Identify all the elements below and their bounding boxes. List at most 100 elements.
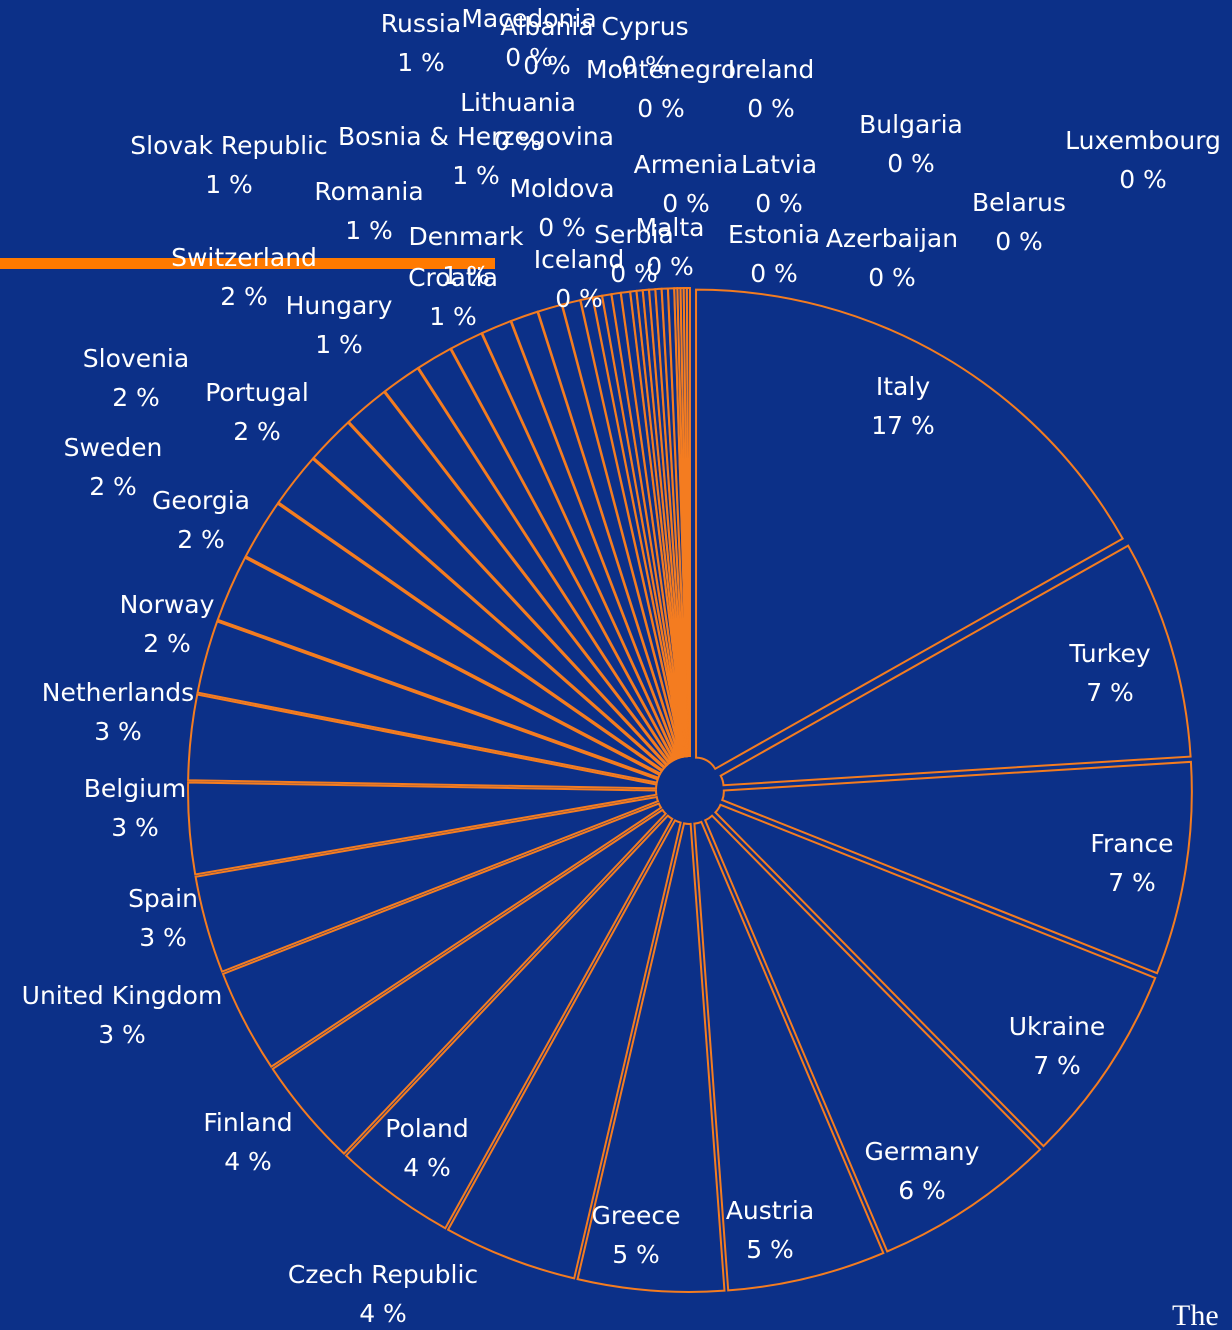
pie-slice	[344, 814, 674, 1230]
slice-label: Turkey	[1068, 639, 1151, 668]
slice-label: Greece	[592, 1201, 681, 1230]
slice-value-label: 7 %	[1086, 678, 1134, 707]
slice-value-label: 0 %	[750, 259, 798, 288]
slice-label: Bulgaria	[859, 110, 963, 139]
slice-value-label: 2 %	[89, 472, 137, 501]
slice-label: Croatia	[408, 263, 498, 292]
pie-slice	[244, 502, 664, 775]
labels: Italy 17 % Turkey 7 % France 7 % Ukraine 7 % Ger…	[22, 4, 1221, 1328]
slices	[187, 286, 1193, 1293]
slice-value-label: 2 %	[220, 282, 268, 311]
slice-label: Cyprus	[601, 12, 688, 41]
pie-slice	[576, 822, 726, 1293]
slice-value-label: 0 %	[1119, 165, 1167, 194]
slice-label: Serbia	[594, 220, 674, 249]
slice-label: Hungary	[286, 291, 393, 320]
slice-value-label: 3 %	[94, 717, 142, 746]
slice-label: Portugal	[205, 378, 309, 407]
pie-slice	[446, 819, 682, 1280]
slice-label: Ireland	[728, 55, 814, 84]
slice-label: Ukraine	[1009, 1012, 1106, 1041]
slice-label: Malta	[636, 213, 705, 242]
slice-label: Slovenia	[83, 344, 189, 373]
pie-slice	[196, 620, 660, 784]
slice-value-label: 17 %	[871, 411, 935, 440]
pie-slice	[685, 286, 691, 758]
slice-label: Romania	[314, 177, 423, 206]
pie-slice	[221, 802, 663, 1069]
slice-label: Czech Republic	[288, 1260, 478, 1289]
pie-slice	[271, 808, 668, 1156]
slice-value-label: 1 %	[442, 261, 490, 290]
footer-text: The	[1172, 1299, 1219, 1330]
slice-value-label: 0 %	[494, 127, 542, 156]
slice-label: Latvia	[741, 150, 817, 179]
slice-label: Albania	[500, 12, 593, 41]
slice-value-label: 0 %	[887, 149, 935, 178]
slice-label: Poland	[385, 1114, 468, 1143]
pie-slice	[714, 803, 1157, 1148]
decoration-bar	[0, 258, 495, 269]
slice-label: Germany	[865, 1137, 980, 1166]
slice-value-label: 0 %	[523, 51, 571, 80]
slice-value-label: 0 %	[555, 284, 603, 313]
slice-value-label: 2 %	[143, 629, 191, 658]
slice-value-label: 0 %	[747, 94, 795, 123]
slice-value-label: 0 %	[505, 43, 553, 72]
slice-value-label: 3 %	[139, 923, 187, 952]
slice-label: Netherlands	[42, 678, 194, 707]
slice-value-label: 0 %	[995, 227, 1043, 256]
slice-value-label: 1 %	[429, 302, 477, 331]
pie-slice	[187, 781, 658, 876]
slice-label: Norway	[120, 590, 215, 619]
slice-label: Azerbaijan	[826, 224, 958, 253]
slice-label: Switzerland	[171, 243, 317, 272]
pie-slice	[216, 556, 661, 780]
slice-value-label: 6 %	[898, 1176, 946, 1205]
slice-label: Austria	[726, 1196, 814, 1225]
slice-label: Montenegro	[586, 55, 736, 84]
pie-slice	[277, 457, 666, 772]
slice-value-label: 0 %	[755, 189, 803, 218]
pie-slice	[695, 288, 1125, 771]
slice-value-label: 0 %	[610, 259, 658, 288]
pie-slice	[312, 421, 668, 769]
slice-value-label: 4 %	[359, 1299, 407, 1328]
slice-label: Moldova	[509, 174, 614, 203]
slice-label: Spain	[128, 884, 198, 913]
slice-label: Denmark	[409, 222, 524, 251]
slice-label: Finland	[203, 1108, 292, 1137]
slice-label: Belarus	[972, 188, 1066, 217]
slice-value-label: 3 %	[98, 1020, 146, 1049]
slice-value-label: 0 %	[538, 213, 586, 242]
pie-slice	[703, 814, 1042, 1253]
slice-value-label: 0 %	[646, 252, 694, 281]
slice-label: Bosnia & Herzegovina	[338, 122, 614, 151]
slice-label: Slovak Republic	[130, 131, 328, 160]
slice-value-label: 4 %	[403, 1153, 451, 1182]
slice-value-label: 1 %	[205, 170, 253, 199]
slice-value-label: 4 %	[224, 1147, 272, 1176]
slice-value-label: 2 %	[233, 417, 281, 446]
slice-label: Macedonia	[461, 4, 596, 33]
slice-label: Georgia	[152, 486, 250, 515]
slice-value-label: 7 %	[1108, 868, 1156, 897]
slice-value-label: 1 %	[345, 216, 393, 245]
slice-label: Iceland	[534, 245, 624, 274]
pie-slice	[194, 795, 660, 973]
slice-label: United Kingdom	[22, 981, 223, 1010]
pie-slice	[347, 390, 671, 767]
slice-value-label: 0 %	[621, 51, 669, 80]
pie-slice	[719, 544, 1192, 787]
slice-value-label: 1 %	[452, 161, 500, 190]
slice-value-label: 0 %	[868, 263, 916, 292]
slice-label: France	[1090, 829, 1173, 858]
slice-label: Estonia	[728, 220, 820, 249]
slice-label: Luxembourg	[1065, 126, 1221, 155]
slice-value-label: 0 %	[662, 189, 710, 218]
slice-value-label: 2 %	[112, 383, 160, 412]
slice-label: Sweden	[64, 433, 163, 462]
slice-value-label: 5 %	[612, 1240, 660, 1269]
slice-value-label: 7 %	[1033, 1051, 1081, 1080]
